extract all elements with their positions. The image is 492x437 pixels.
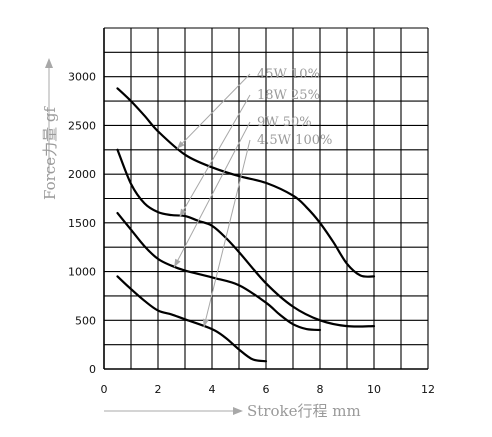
- y-tick-label: 1000: [68, 266, 96, 279]
- x-tick-label: 12: [421, 383, 435, 396]
- y-axis-title-arrowhead: [45, 58, 53, 68]
- legend-label-3: 9W 50%: [257, 115, 312, 130]
- y-tick-label: 2000: [68, 168, 96, 181]
- y-tick-label: 500: [75, 314, 96, 327]
- y-tick-label: 3000: [68, 71, 96, 84]
- y-tick-labels: 0 500 1000 1500 2000 2500 3000: [68, 71, 96, 376]
- x-tick-label: 8: [317, 383, 324, 396]
- legend-label-4: 4.5W 100%: [257, 133, 332, 148]
- legend-arrowhead-2: [179, 208, 187, 217]
- series-line-2: [116, 148, 376, 328]
- axis-titles: Stroke行程 mm Force力量 gf: [41, 58, 361, 420]
- curves: [116, 87, 376, 363]
- y-tick-label: 0: [89, 363, 96, 376]
- legend-arrowhead-1: [176, 141, 185, 149]
- legend-arrow-1: [176, 73, 251, 150]
- y-tick-label: 2500: [68, 119, 96, 132]
- x-tick-label: 2: [155, 383, 162, 396]
- x-tick-labels: 0 2 4 6 8 10 12: [101, 383, 436, 396]
- series-line-4: [116, 275, 268, 363]
- series-line-3: [116, 212, 322, 332]
- x-tick-label: 6: [263, 383, 270, 396]
- y-axis-title: Force力量 gf: [41, 106, 59, 200]
- x-tick-label: 10: [367, 383, 381, 396]
- x-tick-label: 4: [209, 383, 216, 396]
- y-tick-label: 1500: [68, 217, 96, 230]
- series-line-1: [116, 87, 376, 278]
- legend-arrow-4: [203, 139, 251, 328]
- legend-label-1: 45W 10%: [257, 67, 320, 82]
- legend-arrow-2: [179, 94, 251, 218]
- x-tick-label: 0: [101, 383, 108, 396]
- grid: [104, 27, 429, 369]
- axes: [103, 28, 428, 370]
- x-axis-title: Stroke行程 mm: [247, 402, 361, 420]
- legend-arrowhead-3: [174, 258, 181, 268]
- x-axis-title-arrowhead: [233, 407, 243, 415]
- legend: 45W 10% 18W 25% 9W 50% 4.5W 100%: [173, 67, 332, 328]
- legend-arrow-3: [173, 121, 251, 268]
- legend-arrowhead-4: [202, 318, 209, 328]
- legend-label-2: 18W 25%: [257, 88, 320, 103]
